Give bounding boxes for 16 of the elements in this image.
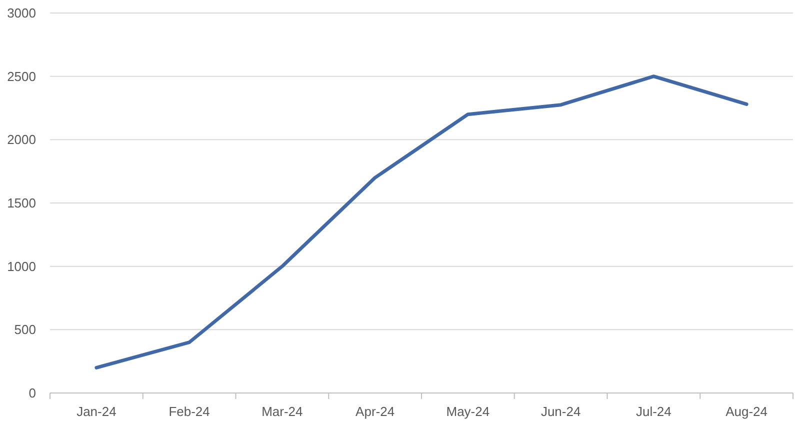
- y-tick-label: 500: [14, 322, 36, 338]
- y-tick-label: 2500: [7, 68, 36, 84]
- x-tick-label: Jun-24: [540, 404, 581, 419]
- x-tick-label: Apr-24: [356, 404, 395, 419]
- y-tick-label: 0: [28, 386, 36, 401]
- y-tick-label: 1500: [7, 196, 36, 211]
- x-tick-label: Feb-24: [168, 404, 210, 419]
- y-tick-label: 3000: [7, 6, 36, 21]
- x-tick-label: May-24: [446, 404, 490, 419]
- x-tick-label: Jan-24: [76, 404, 116, 419]
- x-tick-label: Jul-24: [636, 404, 672, 419]
- y-tick-label: 2000: [7, 132, 36, 148]
- y-tick-label: 1000: [7, 258, 36, 274]
- line-series: [94, 74, 748, 370]
- x-tick-label: Mar-24: [262, 404, 303, 419]
- x-tick-label: Aug-24: [726, 404, 768, 419]
